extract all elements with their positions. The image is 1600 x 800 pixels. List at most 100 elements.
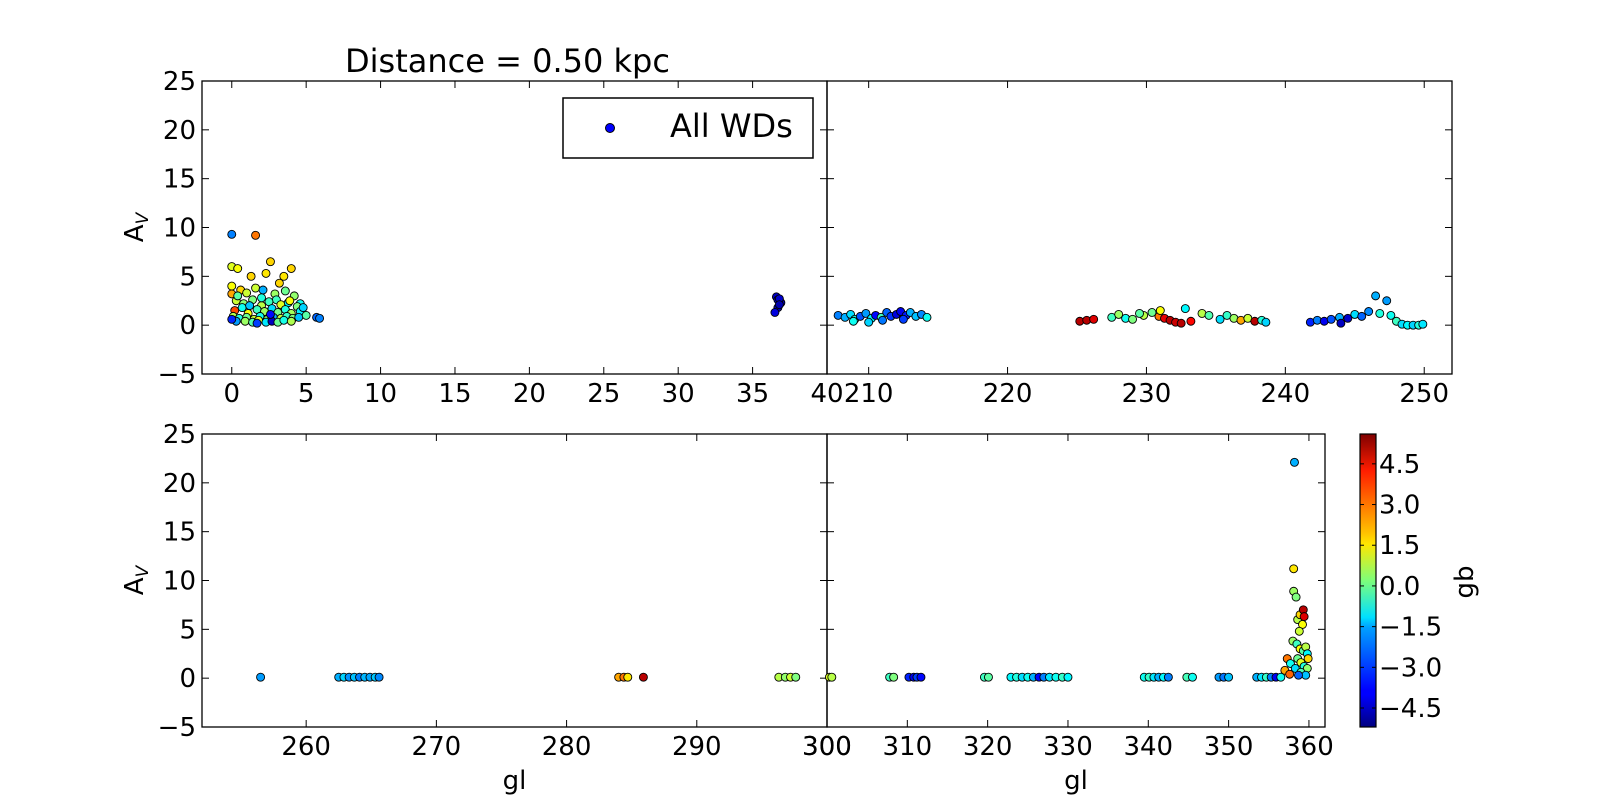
x-axis-label: gl [1064,766,1088,796]
scatter-point [1294,670,1303,680]
colorbar: −4.5 −3.0 −1.5 0.0 1.5 3.0 4.5 gb [1359,433,1480,728]
x-tick-label: 340 [1123,732,1173,762]
x-tick-label: 40 [810,379,843,409]
scatter-point [1063,672,1073,682]
scatter-point [279,315,289,325]
x-tick-label: 350 [1204,732,1254,762]
scatter-point [774,300,784,310]
legend-marker [605,123,615,133]
scatter-point [374,672,384,682]
y-tick-label: 25 [163,67,196,97]
scatter-point [233,291,243,301]
x-tick-label: 240 [1261,379,1311,409]
scatter-point [240,316,250,326]
y-tick-label: 0 [179,664,196,694]
x-tick-label: 35 [736,379,769,409]
scatter-point [770,308,780,317]
x-tick-label: 0 [223,379,240,409]
scatter-point [638,672,648,682]
scatter-point [1336,318,1346,328]
panel-p1: 0 5 10 15 20 25 30 35 40 −5 0 5 10 15 20 25 AV [120,67,844,409]
scatter-point [848,316,858,326]
axes-frame [826,80,1453,375]
x-tick-label: 10 [364,379,397,409]
colorbar-tick-label: −1.5 [1379,613,1442,643]
y-tick-label: 10 [163,214,196,244]
scatter-point [623,672,633,682]
colorbar-ticks: −4.5 −3.0 −1.5 0.0 1.5 3.0 4.5 [1360,450,1442,724]
scatter-point [864,317,874,327]
scatter-point [286,316,296,326]
x-tick-label: 270 [412,732,462,762]
scatter-point [233,264,243,273]
x-axis-label: gl [503,766,527,796]
y-tick-label: 5 [179,615,196,645]
scatter-point [1155,306,1165,315]
scatter-series [227,229,786,328]
scatter-point [1291,592,1301,602]
y-tick-label: 5 [179,262,196,292]
scatter-point [1176,318,1186,328]
x-tick-label: 20 [513,379,546,409]
scatter-point [258,285,268,295]
scatter-point [1364,307,1374,316]
scatter-point [256,672,266,682]
scatter-point [898,314,908,324]
scatter-point [1215,314,1225,324]
scatter-point [1261,317,1271,327]
y-axis-label: AV [120,564,153,595]
colorbar-tick-label: −3.0 [1379,653,1442,683]
scatter-point [1276,672,1286,682]
x-tick-label: 320 [963,732,1013,762]
scatter-point [245,301,255,311]
scatter-point [1089,314,1099,324]
legend-label: All WDs [670,107,793,145]
scatter-point [279,271,289,281]
x-tick-label: 330 [1043,732,1093,762]
scatter-point [922,312,932,322]
scatter-point [1375,308,1385,318]
scatter-point [1357,311,1367,321]
scatter-point [1343,313,1353,323]
colorbar-label: gb [1450,565,1480,598]
scatter-point [251,283,261,293]
x-tick-label: 300 [802,732,852,762]
x-tick-label: 250 [1399,379,1449,409]
x-tick-label: 290 [672,732,722,762]
scatter-point [1147,308,1157,317]
x-tick-label: 260 [281,732,331,762]
scatter-point [861,308,871,318]
scatter-point [1224,672,1234,682]
x-tick-label: 220 [983,379,1033,409]
x-tick-label: 280 [542,732,592,762]
scatter-point [1180,304,1190,314]
scatter-point [1163,672,1173,682]
scatter-point [257,293,266,303]
y-tick-label: 20 [163,116,196,146]
colorbar-gradient [1359,433,1377,728]
y-tick-label: −5 [158,360,196,390]
scatter-point [1135,308,1144,318]
panel-p4: 300 310 320 330 340 350 360 gl [802,433,1334,796]
scatter-point [266,309,275,319]
colorbar-tick-label: 1.5 [1379,531,1420,561]
x-tick-label: 25 [587,379,620,409]
y-tick-label: 10 [163,567,196,597]
scatter-point [274,278,284,288]
scatter-point [916,672,926,682]
scatter-point [227,229,237,239]
scatter-point [1186,316,1196,326]
scatter-series [256,672,801,682]
panel-p3: 260 270 280 290 300 −5 0 5 10 15 20 25 AV gl [120,420,852,796]
scatter-point [1326,314,1336,324]
scatter-point [1285,669,1295,679]
chart-title: Distance = 0.50 kpc [345,42,670,80]
scatter-point [242,288,252,298]
scatter-series [833,291,1428,330]
y-tick-label: 15 [163,165,196,195]
scatter-point [827,672,837,682]
scatter-point [285,296,295,306]
scatter-point [1299,612,1309,622]
